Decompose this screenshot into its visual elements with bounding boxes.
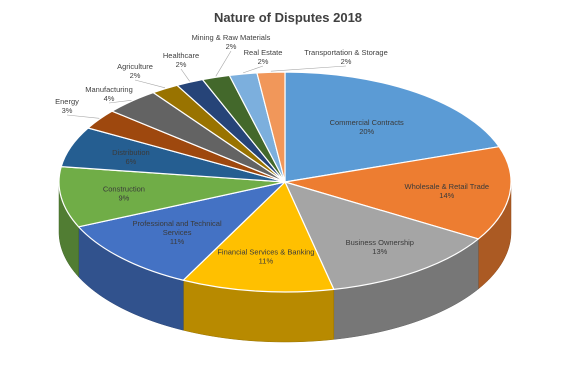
leader-line: [108, 100, 132, 104]
slice-label: Mining & Raw Materials 2%: [192, 33, 271, 51]
pie-slice: [284, 71, 500, 183]
slice-label: Professional and Technical Services 11%: [133, 219, 222, 246]
leader-line: [215, 50, 232, 77]
slice-label: Healthcare 2%: [163, 51, 199, 69]
slice-label: Business Ownership 13%: [346, 238, 414, 256]
leader-line: [270, 65, 347, 72]
slice-label: Financial Services & Banking 11%: [217, 248, 314, 266]
leader-line: [66, 114, 100, 119]
pie-slice: [58, 166, 286, 228]
leader-line: [243, 65, 264, 74]
pie-slice: [284, 181, 479, 290]
slice-label: Agriculture 2%: [117, 62, 153, 80]
slice-label: Wholesale & Retail Trade 14%: [404, 182, 489, 200]
slice-label: Construction 9%: [103, 185, 145, 203]
slice-label: Commercial Contracts 20%: [330, 118, 404, 136]
slice-label: Transportation & Storage 2%: [304, 48, 388, 66]
slice-label: Distribution 6%: [112, 148, 150, 166]
pie-slice: [284, 146, 512, 240]
chart-title: Nature of Disputes 2018: [214, 10, 362, 25]
leader-line: [180, 68, 190, 82]
pie-slice: [256, 71, 286, 183]
slice-label: Energy 3%: [55, 97, 79, 115]
pie-slice: [182, 181, 335, 293]
pie-slice: [78, 181, 286, 281]
slice-label: Manufacturing 4%: [85, 85, 133, 103]
leader-line: [134, 79, 166, 89]
slice-label: Real Estate 2%: [244, 48, 283, 66]
